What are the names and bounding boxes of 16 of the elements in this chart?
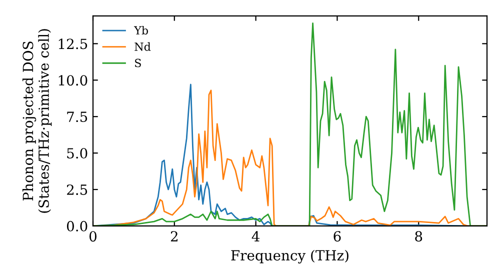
y-tick-label: 12.5 <box>58 38 88 50</box>
y-tick-label: 0.0 <box>66 220 88 232</box>
x-tick-label: 4 <box>252 231 260 242</box>
legend-label: Yb <box>134 26 148 35</box>
y-tick-label: 7.5 <box>67 112 88 122</box>
x-tick-label: 6 <box>334 231 341 242</box>
y-tick-label: 5.0 <box>67 148 88 159</box>
legend-label: S <box>135 58 141 68</box>
x-tick-label: 2 <box>170 231 178 242</box>
y-tick-label: 2.5 <box>66 184 88 195</box>
x-tick-label: 0 <box>89 231 96 242</box>
y-axis-title: Phonon projected DOS (States/THz·primitive cell) <box>22 29 52 213</box>
y-tick-label: 10.0 <box>58 75 88 86</box>
x-axis-title: Frequency (THz) <box>231 250 348 264</box>
legend-label: Nd <box>134 42 151 51</box>
x-tick-label: 8 <box>415 231 422 242</box>
